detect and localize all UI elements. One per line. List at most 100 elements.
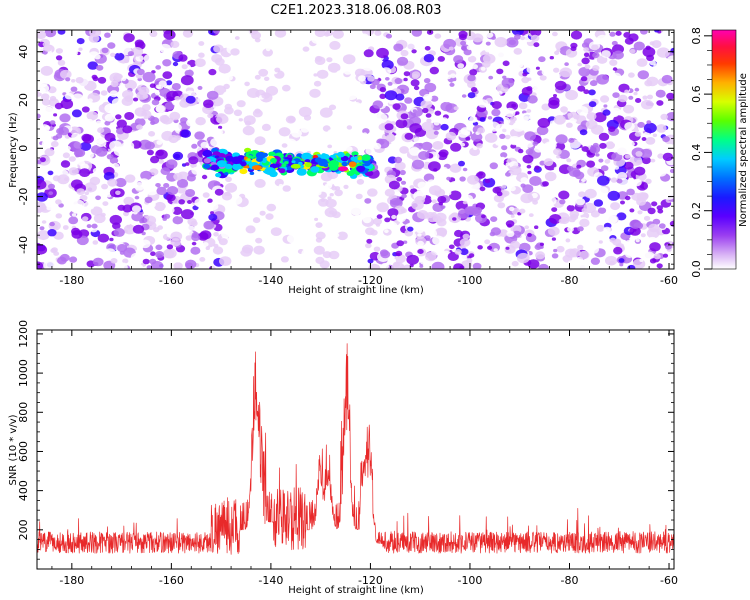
spectrogram-cell <box>222 91 233 99</box>
spectrogram-cell <box>486 32 494 38</box>
spectrogram-cell <box>643 251 655 261</box>
spectrogram-cell <box>191 143 198 149</box>
spectrogram-cell <box>595 84 607 94</box>
signal-cell <box>287 154 292 158</box>
spectrogram-cell <box>94 54 101 60</box>
spectrogram-cell <box>199 230 212 240</box>
spectrogram-cell <box>526 65 536 74</box>
spectrogram-cell <box>68 216 79 225</box>
spectrogram-cell <box>534 225 539 229</box>
spectrogram-cell <box>626 250 633 256</box>
spectrogram-cell <box>313 245 325 255</box>
spectrogram-cell <box>130 252 143 262</box>
spectrogram-cell <box>433 130 439 135</box>
spectrogram-cell <box>551 261 562 269</box>
spectrogram-cell <box>417 181 427 189</box>
spectrogram-cell <box>588 101 597 108</box>
spectrogram-cell <box>112 162 120 169</box>
spectrogram-cell <box>104 248 117 258</box>
signal-cell <box>203 158 211 164</box>
spectrogram-cell <box>577 244 584 250</box>
spectrogram-cell <box>580 76 588 82</box>
spectrogram-cell <box>586 112 597 121</box>
spectrogram-cell <box>291 97 303 107</box>
spectrogram-cell <box>41 139 54 149</box>
spectrogram-cell <box>527 95 538 104</box>
spectrogram-cell <box>122 125 133 134</box>
spectrogram-cell <box>487 121 500 132</box>
spectrogram-cell <box>428 185 442 196</box>
spectrogram-cell <box>91 74 98 80</box>
spectrogram-cell <box>634 166 646 176</box>
spectrogram-cell <box>394 161 406 171</box>
spectrogram-cell <box>224 182 238 193</box>
spectrogram-cell <box>392 258 397 262</box>
spectrogram-cell <box>362 216 372 224</box>
spectrogram-cell <box>527 170 532 175</box>
spectrogram-cell <box>206 77 213 84</box>
signal-cell <box>261 159 267 163</box>
spectrogram-cell <box>40 54 46 59</box>
snr-y-ticks: 200 400 600 800 1000 1200 <box>17 320 674 560</box>
spectrogram-cell <box>515 61 524 68</box>
spectrogram-cell <box>439 166 449 174</box>
colorbar: 0.0 0.2 0.4 0.6 0.8 Normalized spectral ampl… <box>690 27 749 278</box>
spectrogram-cell <box>300 126 310 133</box>
x-tick-label: -120 <box>358 274 383 287</box>
spectrogram-cell <box>411 199 424 210</box>
spectrogram-cell <box>124 112 135 120</box>
spectrogram-cell <box>57 30 66 35</box>
spectrogram-cell <box>244 120 252 126</box>
spectrogram-cell <box>264 76 270 82</box>
spectrogram-cell <box>103 171 115 181</box>
spectrogram-cell <box>197 85 203 90</box>
spectrogram-cell <box>567 113 572 117</box>
spectrogram-cell <box>505 220 515 228</box>
spectrogram-cell <box>240 247 253 257</box>
spectrogram-cell <box>616 229 621 233</box>
spectrogram-cell <box>155 105 165 113</box>
spectrogram-cell <box>210 138 221 147</box>
spectrogram-cell <box>502 60 510 67</box>
spectrogram-cell <box>647 207 656 215</box>
spectrogram-cell <box>633 247 645 257</box>
spectrogram-cell <box>171 202 177 207</box>
signal-cell <box>237 155 245 160</box>
spectrogram-cell <box>346 125 353 130</box>
spectrogram-cell <box>172 123 182 132</box>
spectrogram-cell <box>522 154 534 164</box>
spectrogram-cell <box>107 42 116 49</box>
spectrogram-cell <box>566 165 574 172</box>
spectrogram-cell <box>333 232 340 238</box>
spectrogram-cell <box>173 173 183 181</box>
signal-cell <box>278 168 286 174</box>
spectrogram-cell <box>39 124 50 133</box>
spectrogram-cell <box>616 178 623 184</box>
spectrogram-cell <box>116 49 122 54</box>
spectrogram-cell <box>253 245 265 255</box>
spectrogram-cell <box>428 161 441 172</box>
spectrogram-cell <box>627 264 636 269</box>
spectrogram-cell <box>537 117 551 128</box>
signal-cell <box>249 171 255 175</box>
spectrogram-cell <box>214 188 224 196</box>
spectrogram-cell <box>565 89 578 101</box>
signal-cell <box>203 163 211 169</box>
spectrogram-cell <box>472 45 483 54</box>
spectrogram-cell <box>155 244 163 251</box>
spectrogram-cell <box>663 190 674 200</box>
spectrogram-image <box>37 30 674 269</box>
spectrogram-cell <box>547 226 560 236</box>
spectrogram-cell <box>369 84 376 90</box>
spectrogram-cell <box>443 38 456 50</box>
spectrogram-cell <box>498 229 509 237</box>
spectrogram-cell <box>191 167 201 175</box>
spectrogram-cell <box>109 140 123 151</box>
spectrogram-cell <box>162 249 175 259</box>
spectrogram-cell <box>634 131 642 137</box>
spectrogram-cell <box>71 109 82 118</box>
spectrogram-cell <box>51 141 59 148</box>
spectrogram-cell <box>274 30 287 38</box>
spectrogram-cell <box>433 120 440 126</box>
spectrogram-cell <box>281 143 288 148</box>
